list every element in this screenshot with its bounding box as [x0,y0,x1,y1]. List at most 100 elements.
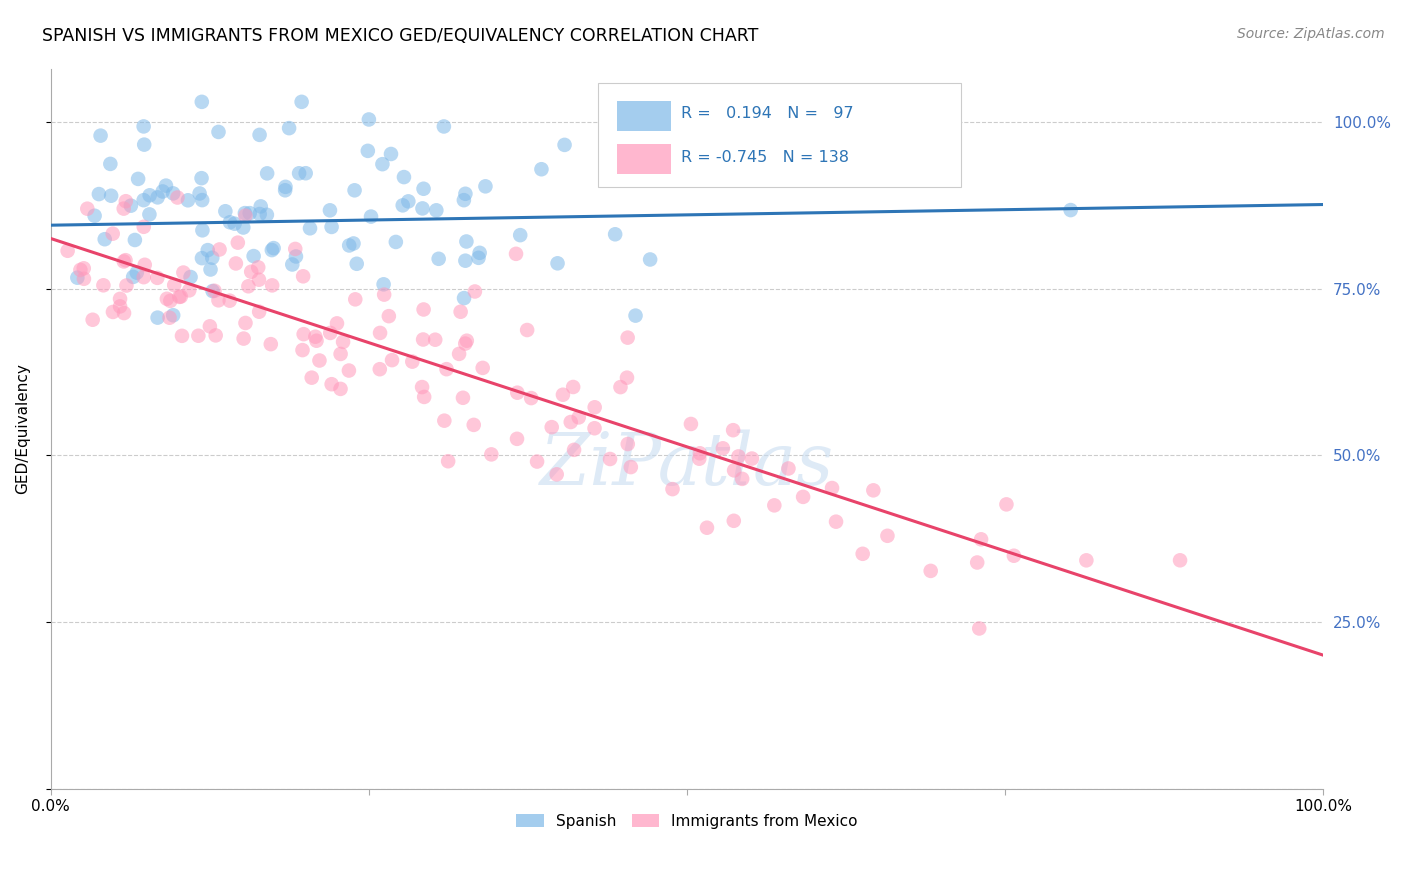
Point [291,95,314,109]
Point [82,312,104,326]
Point [159,293,181,308]
Point [373,277,395,292]
Point [288,166,311,180]
Point [967,622,990,636]
Point [188,186,211,201]
Text: Source: ZipAtlas.com: Source: ZipAtlas.com [1237,27,1385,41]
Point [970,533,993,547]
Point [583,421,606,435]
Point [132,270,155,285]
Point [792,490,814,504]
Point [451,391,474,405]
Point [479,447,502,461]
Point [995,497,1018,511]
Point [156,292,179,306]
Text: R =   0.194   N =   97: R = 0.194 N = 97 [681,106,853,121]
Point [530,162,553,177]
Point [112,306,135,320]
Point [526,454,548,468]
Point [326,317,349,331]
Point [852,547,875,561]
Point [464,285,486,299]
Point [319,326,342,340]
Text: R = -0.745   N = 138: R = -0.745 N = 138 [681,150,849,165]
Point [304,329,326,343]
Point [207,125,229,139]
Point [342,236,364,251]
Point [727,450,749,464]
Point [76,202,98,216]
Point [433,414,456,428]
Point [711,442,734,456]
FancyBboxPatch shape [598,83,960,187]
Point [728,161,751,175]
Point [224,217,246,231]
Point [620,460,643,475]
Point [284,250,307,264]
Point [551,388,574,402]
Point [368,326,391,340]
Point [468,245,491,260]
Point [562,442,585,457]
Point [134,258,156,272]
Point [249,128,271,142]
Point [134,137,156,152]
Point [396,194,419,209]
Point [274,183,297,197]
Point [467,251,489,265]
Point [449,347,471,361]
Point [247,273,270,287]
Point [284,242,307,256]
Point [260,243,283,257]
Point [166,190,188,204]
Point [373,287,395,301]
Point [225,256,247,270]
Point [1168,553,1191,567]
Point [344,293,367,307]
Point [239,206,262,220]
Point [638,252,661,267]
Point [1002,549,1025,563]
Point [256,166,278,180]
Point [170,328,193,343]
Point [162,308,184,322]
Point [232,220,254,235]
Point [505,247,527,261]
Point [343,183,366,197]
Point [509,228,531,243]
Point [235,316,257,330]
Point [201,284,224,298]
Point [425,333,447,347]
Point [506,385,529,400]
Point [731,472,754,486]
Point [127,172,149,186]
Point [763,499,786,513]
Point [204,284,226,298]
Point [411,380,433,394]
Point [412,182,434,196]
Point [778,461,800,475]
Point [471,360,494,375]
Point [100,188,122,202]
Point [249,207,271,221]
Point [688,451,710,466]
Point [278,121,301,136]
Point [454,186,477,201]
Point [741,451,763,466]
Point [69,263,91,277]
Point [132,120,155,134]
Point [214,204,236,219]
FancyBboxPatch shape [617,145,671,174]
Point [262,278,284,293]
Point [321,377,343,392]
Point [337,363,360,377]
Point [319,203,342,218]
Point [292,327,315,342]
Point [163,278,186,293]
Point [392,170,415,185]
Point [260,337,283,351]
Point [332,334,354,349]
Point [146,270,169,285]
Point [93,278,115,293]
Point [357,144,380,158]
